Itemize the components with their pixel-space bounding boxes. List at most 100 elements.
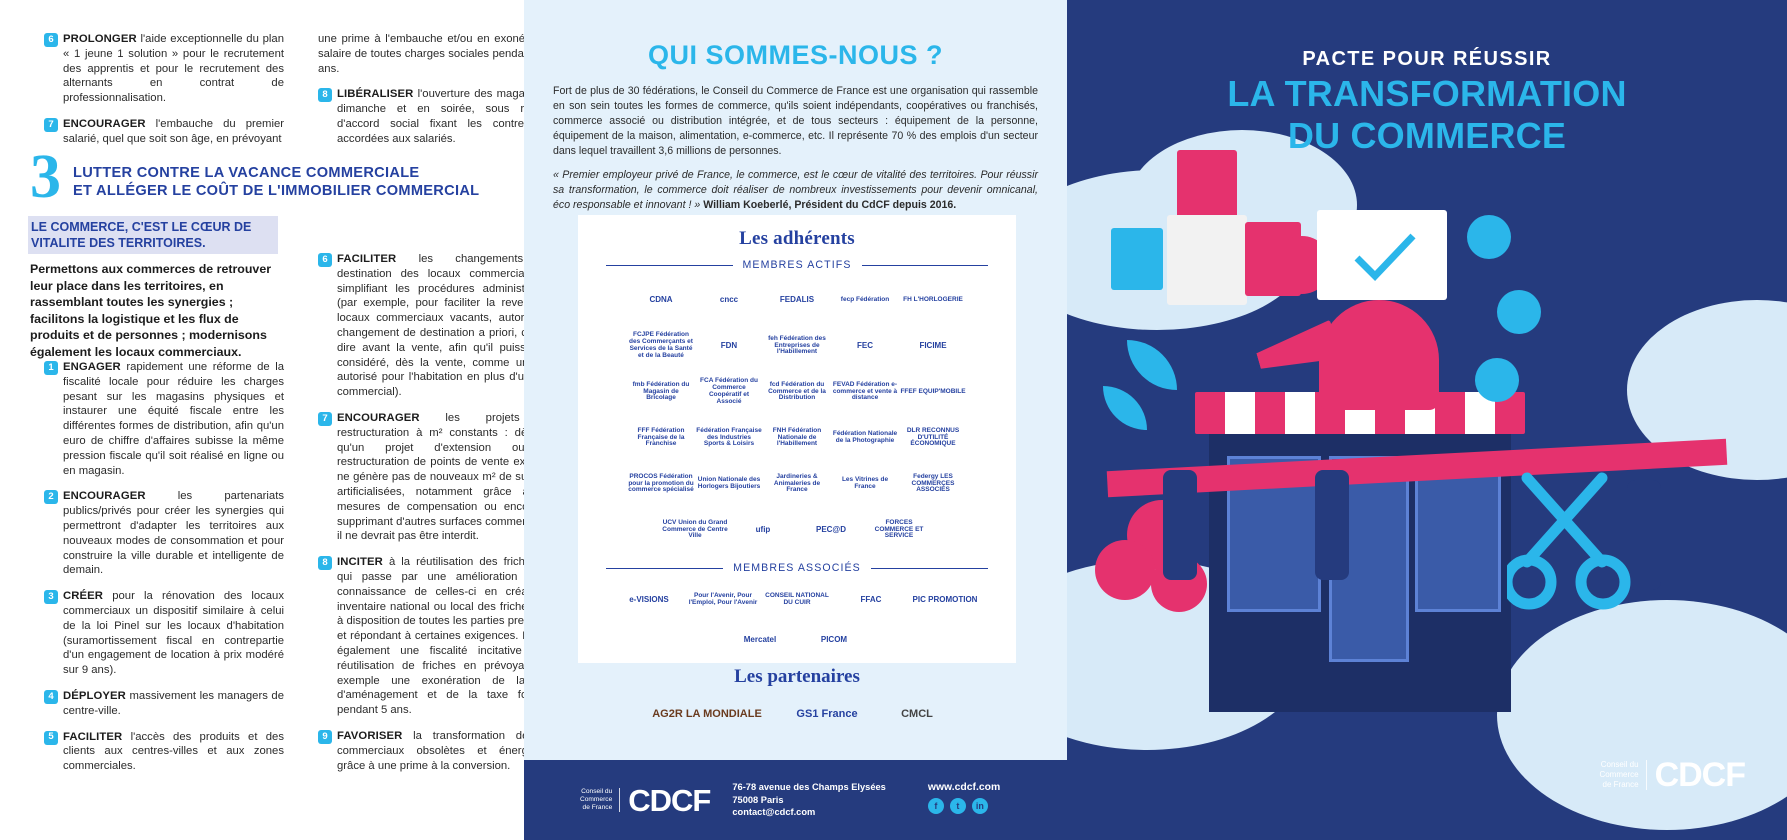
member-logo: Fédération Nationale de la Photographie (832, 430, 898, 444)
membres-actifs-logos: CDNA cncc FEDALIS fecp Fédération FH L'H… (578, 271, 1016, 553)
list-item: 7 ENCOURAGER l'embauche du premier salar… (44, 117, 284, 147)
member-logo: FORCES COMMERCE ET SERVICE (874, 518, 924, 540)
member-logo: ufip (755, 524, 771, 534)
item-number: 3 (44, 590, 58, 605)
item-body: la transformation des m² commerciaux obs… (337, 729, 558, 772)
list-item: 5 FACILITER l'accès des produits et des … (44, 730, 284, 774)
associate-logo: Mercatel (743, 634, 777, 644)
member-logo: Fédération Française des Industries Spor… (696, 426, 762, 448)
contact-email[interactable]: contact@cdcf.com (732, 807, 816, 818)
cdcf-logo-subtitle: Conseil du Commerce de France (1599, 760, 1647, 790)
item-text: une prime à l'embauche et/ou en exonéran… (318, 33, 558, 75)
page-title: QUI SOMMES-NOUS ? (647, 40, 943, 70)
member-logo: FICIME (919, 340, 947, 350)
item-body: l'accès des produits et des clients aux … (63, 730, 284, 773)
member-logo: PEC@D (815, 524, 847, 534)
cdcf-logo: Conseil du Commerce de France CDCF (580, 785, 711, 816)
divider-line-right (861, 264, 988, 266)
item-lead: ENCOURAGER (337, 411, 420, 424)
checkmark-icon (1354, 233, 1416, 282)
item-body: rapidement une réforme de la fiscalité l… (63, 361, 284, 477)
avatar-node-1 (1467, 215, 1511, 259)
item-number: 7 (318, 411, 332, 426)
brand-line-2: Commerce (580, 795, 613, 803)
member-logo: CDNA (649, 294, 673, 304)
worker-figure-left (1163, 470, 1197, 580)
leaf-decor (1127, 340, 1177, 390)
item-number: 1 (44, 361, 58, 375)
item-lead: INCITER (337, 556, 383, 569)
address-line-1: 76-78 avenue des Champs Elysées (732, 781, 886, 792)
member-logo: Les Vitrines de France (841, 476, 889, 490)
member-logo: fcd Fédération du Commerce et de la Dist… (768, 380, 826, 402)
item-body: pour la rénovation des locaux commerciau… (63, 590, 284, 677)
worker-figure-right (1627, 480, 1661, 590)
section-number: 3 (30, 143, 61, 211)
president-quote: « Premier employeur privé de France, le … (553, 168, 1038, 213)
member-logo: FCA Fédération du Commerce Coopératif et… (700, 377, 758, 405)
item-text: CRÉER pour la rénovation des locaux comm… (63, 589, 284, 678)
member-logo: fecp Fédération (840, 295, 890, 303)
item-number: 6 (44, 33, 58, 47)
facebook-icon[interactable]: f (927, 798, 944, 814)
quote-text: « Premier employeur privé de France, le … (553, 169, 1038, 212)
left-col2-items: 6 FACILITER les changements de destinati… (318, 252, 558, 784)
item-number: 2 (44, 490, 58, 505)
member-logo: FDN (720, 340, 738, 350)
members-card: Les adhérents MEMBRES ACTIFS CDNA cncc F… (578, 215, 1016, 720)
partner-logo: CMCL (901, 708, 933, 721)
item-text: LIBÉRALISER l'ouverture des magasins le … (337, 87, 558, 146)
center-panel: QUI SOMMES-NOUS ? Fort de plus de 30 féd… (524, 0, 1067, 840)
member-logo: PROCOS Fédération pour la promotion du c… (628, 472, 694, 494)
list-item: 6 FACILITER les changements de destinati… (318, 252, 558, 400)
twitter-icon[interactable]: t (949, 798, 966, 814)
section-title-line2: ET ALLÉGER LE COÛT DE L'IMMOBILIER COMME… (73, 182, 480, 199)
left-panel: 6 PROLONGER l'aide exceptionnelle du pla… (0, 0, 600, 840)
item-body: à la réutilisation des friches, ce qui p… (337, 556, 558, 717)
shop-kiosk-roof (1177, 150, 1237, 220)
item-body: l'aide exceptionnelle du plan « 1 jeune … (63, 33, 284, 105)
item-lead: FACILITER (337, 253, 397, 265)
list-item: 8 INCITER à la réutilisation des friches… (318, 555, 558, 718)
membres-actifs-divider: MEMBRES ACTIFS (578, 259, 1016, 271)
cdcf-logo-subtitle: Conseil du Commerce de France (580, 787, 621, 813)
shopping-bag-blue (1111, 228, 1163, 290)
section-title: LUTTER CONTRE LA VACANCE COMMERCIALE ET … (73, 155, 479, 201)
cdcf-wordmark: CDCF (1654, 756, 1746, 794)
item-lead: PROLONGER (63, 33, 137, 45)
member-logo: Jardineries & Animaleries de France (773, 472, 821, 494)
cdcf-logo-cover: Conseil du Commerce de France CDCF (1599, 756, 1746, 794)
member-logo: cncc (719, 294, 739, 304)
item-text: PROLONGER l'aide exceptionnelle du plan … (63, 32, 284, 106)
cover-title-line2: LA TRANSFORMATION (1227, 73, 1627, 114)
member-logo: UCV Union du Grand Commerce de Centre Vi… (662, 518, 728, 540)
list-item: une prime à l'embauche et/ou en exonéran… (318, 32, 558, 76)
associate-logo: Pour l'Avenir, Pour l'Emploi, Pour l'Ave… (688, 592, 758, 606)
shop-window-right (1415, 456, 1501, 612)
list-item: 2 ENCOURAGER les partenariats publics/pr… (44, 489, 284, 578)
shop-kiosk-body (1167, 215, 1247, 305)
item-body: les partenariats publics/privés pour cré… (63, 490, 284, 577)
cover-title-line1: PACTE POUR RÉUSSIR (1302, 48, 1552, 70)
item-number: 5 (44, 730, 58, 745)
linkedin-icon[interactable]: in (971, 798, 988, 814)
website-block: www.cdcf.com f t in (927, 782, 1001, 814)
member-logo: FH L'HORLOGERIE (903, 295, 963, 303)
item-lead: DÉPLOYER (63, 689, 126, 702)
member-logo: feh Fédération des Entreprises de l'Habi… (768, 334, 826, 356)
avatar-node-3 (1475, 358, 1519, 402)
item-number: 9 (318, 729, 332, 744)
left-col2-top: une prime à l'embauche et/ou en exonéran… (318, 32, 558, 158)
cover-title: PACTE POUR RÉUSSIR LA TRANSFORMATION DU … (1067, 48, 1787, 155)
item-text: ENCOURAGER les projets de restructuratio… (337, 411, 558, 544)
social-links: f t in (927, 798, 1000, 814)
item-lead: CRÉER (63, 590, 104, 603)
item-lead: FAVORISER (337, 729, 403, 742)
member-logo: Federgy LES COMMERCES ASSOCIÉS (911, 472, 955, 494)
website-url[interactable]: www.cdcf.com (927, 782, 1001, 793)
right-cover-panel: PACTE POUR RÉUSSIR LA TRANSFORMATION DU … (1067, 0, 1787, 840)
item-text: ENCOURAGER les partenariats publics/priv… (63, 489, 284, 578)
item-lead: LIBÉRALISER (337, 88, 414, 101)
avatar-node-2 (1497, 290, 1541, 334)
adherents-title: Les adhérents (739, 228, 855, 249)
